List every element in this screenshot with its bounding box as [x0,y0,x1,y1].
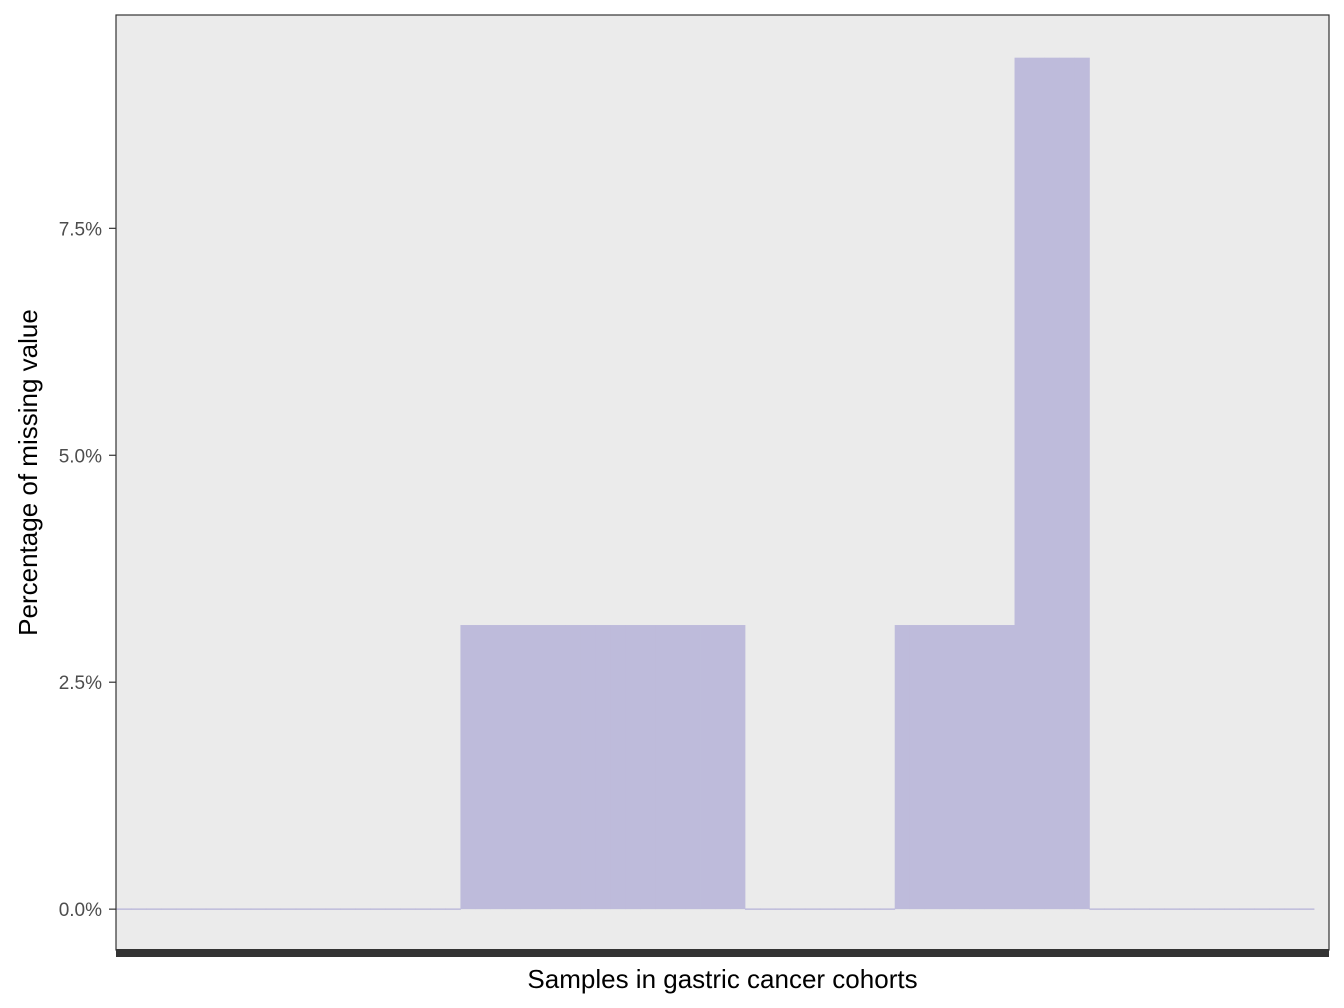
bar [700,625,716,910]
bar [1089,908,1105,910]
bar [819,908,836,910]
bar [295,908,312,910]
bar [145,908,162,910]
bar [1179,908,1195,910]
y-axis-title: Percentage of missing value [13,309,43,636]
bar [610,625,626,910]
bar [565,625,581,910]
bar [415,908,431,910]
bar [265,908,282,910]
bar [1254,908,1270,910]
bar [1044,57,1060,910]
bar [340,908,357,910]
bar [205,908,222,910]
x-axis-line [116,949,1329,957]
bar [595,625,611,910]
bar [774,908,791,910]
bar [250,908,267,910]
bar [1164,908,1180,910]
bar [505,625,521,910]
bar [1284,908,1300,910]
bar [999,625,1015,910]
y-tick-label: 7.5% [59,219,102,240]
bar [550,625,566,910]
bar [1299,908,1315,910]
bar [834,908,851,910]
bar [520,625,536,910]
bar [310,908,327,910]
bar [1224,908,1240,910]
bar [355,908,371,910]
bar [460,625,476,910]
bar [879,908,896,910]
bar [175,908,192,910]
bar [475,625,491,910]
y-tick-label: 0.0% [59,900,102,921]
y-tick-label: 2.5% [59,673,102,694]
bar [939,625,956,910]
bar [1074,57,1090,910]
bar [969,625,985,910]
bar [804,908,821,910]
bar [685,625,701,910]
bar [400,908,416,910]
bar [1134,908,1150,910]
bar [924,625,941,910]
bar [160,908,177,910]
x-axis-title: Samples in gastric cancer cohorts [527,964,917,994]
y-axis-ticks: 0.0% 2.5% 5.0% 7.5% [59,219,116,921]
bar [385,908,401,910]
bar [1209,908,1225,910]
bar [325,908,342,910]
bar [1119,908,1135,910]
bar [445,908,461,910]
bar [1239,908,1255,910]
bar [954,625,970,910]
bar [984,625,1000,910]
bar [190,908,207,910]
bar [116,908,132,910]
bar [894,625,911,910]
bar [1194,908,1210,910]
bar [909,625,926,910]
bar [130,908,147,910]
bar [430,908,446,910]
bar [759,908,776,910]
bar [670,625,686,910]
bar [729,625,746,910]
bar [789,908,806,910]
y-tick-label: 5.0% [59,446,102,467]
bar [1029,57,1045,910]
bar [715,625,731,910]
bar [864,908,881,910]
bar [490,625,506,910]
bar [220,908,237,910]
bar [535,625,551,910]
bar [280,908,297,910]
bar [1059,57,1075,910]
bar [1104,908,1120,910]
bar [625,625,641,910]
bar [655,625,671,910]
bar [640,625,656,910]
bar [744,908,761,910]
bar [235,908,252,910]
bar [370,908,386,910]
bar [1014,57,1030,910]
bar [849,908,866,910]
bar-series [116,57,1315,910]
bar [1149,908,1165,910]
bar [580,625,596,910]
bar [1269,908,1285,910]
